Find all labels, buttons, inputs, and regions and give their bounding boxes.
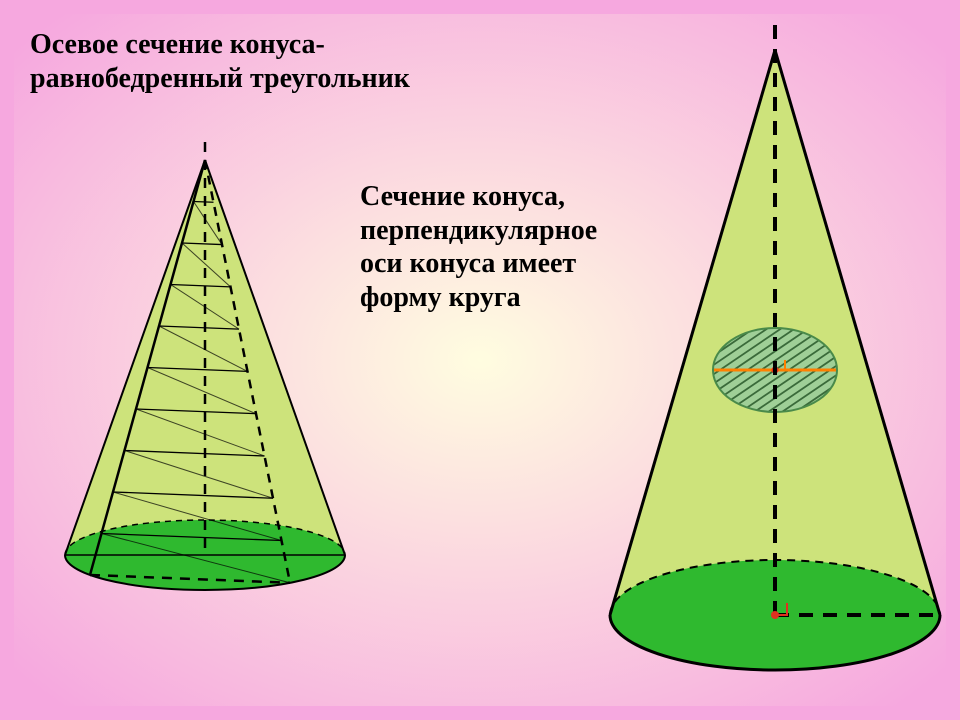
subtitle-line1: Сечение конуса, <box>360 180 597 214</box>
subtitle-text: Сечение конуса, перпендикулярное оси кон… <box>360 180 597 314</box>
right-base-center-dot <box>771 611 779 619</box>
subtitle-line4: форму круга <box>360 281 597 315</box>
subtitle-line2: перпендикулярное <box>360 214 597 248</box>
title-text: Осевое сечение конуса- равнобедренный тр… <box>30 28 410 95</box>
subtitle-line3: оси конуса имеет <box>360 247 597 281</box>
left-section-hatch <box>194 201 214 202</box>
diagram-stage: Осевое сечение конуса- равнобедренный тр… <box>0 0 960 720</box>
title-line2: равнобедренный треугольник <box>30 62 410 96</box>
title-line1: Осевое сечение конуса- <box>30 28 410 62</box>
diagram-svg <box>0 0 960 720</box>
